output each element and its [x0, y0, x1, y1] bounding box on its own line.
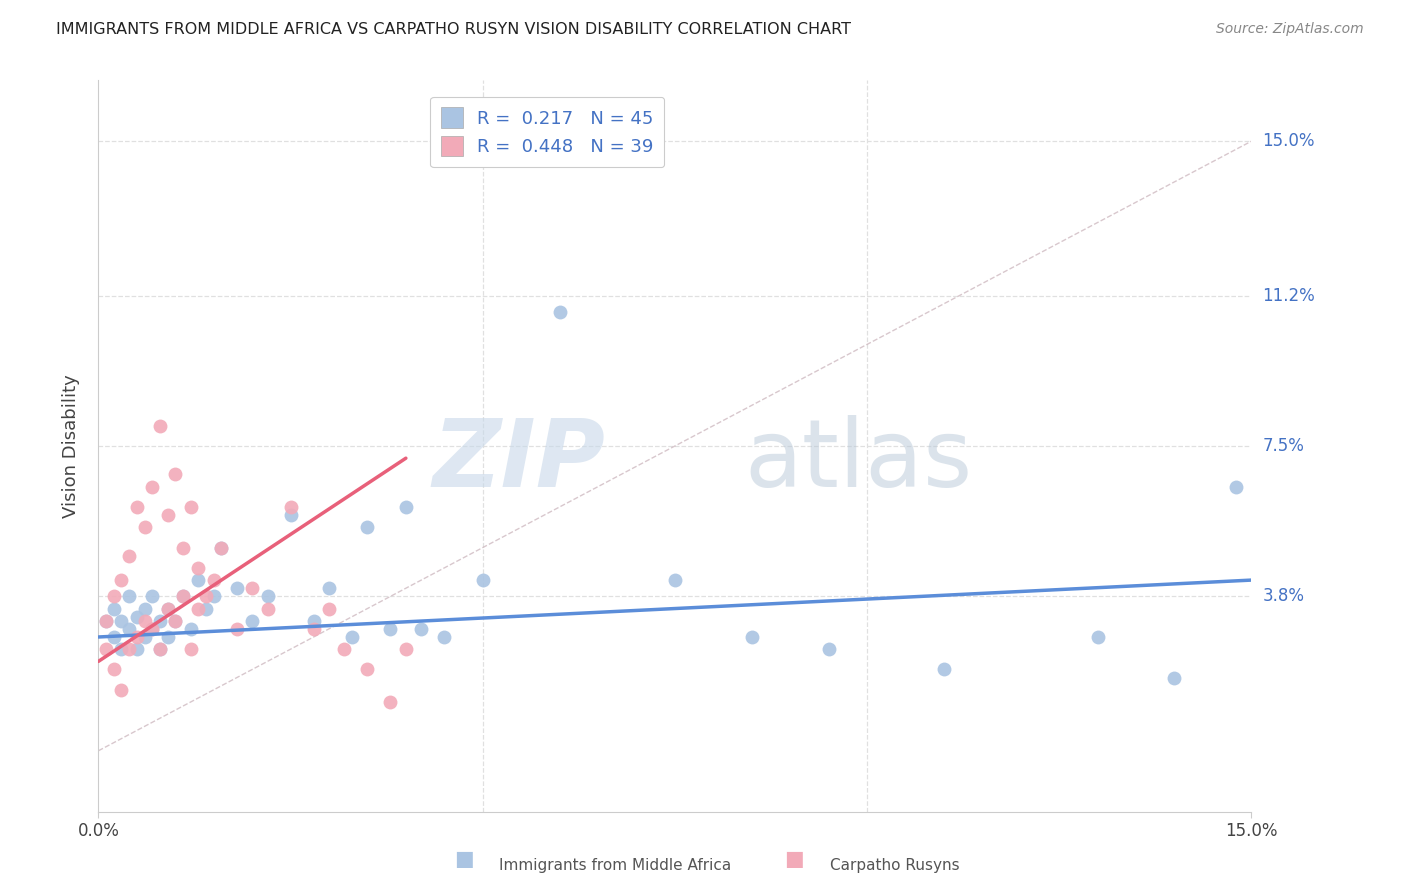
- Text: Source: ZipAtlas.com: Source: ZipAtlas.com: [1216, 22, 1364, 37]
- Point: [103, 630, 125, 644]
- Point: [280, 500, 302, 514]
- Point: [149, 642, 172, 657]
- Point: [187, 601, 209, 615]
- Point: [741, 630, 763, 644]
- Point: [118, 622, 141, 636]
- Point: [134, 614, 156, 628]
- Point: [225, 581, 247, 595]
- Point: [125, 609, 148, 624]
- Point: [356, 663, 378, 677]
- Point: [256, 601, 278, 615]
- Point: [1163, 671, 1185, 685]
- Point: [318, 581, 340, 595]
- Point: [433, 630, 456, 644]
- Point: [141, 480, 163, 494]
- Point: [110, 642, 132, 657]
- Point: [340, 630, 363, 644]
- Point: [134, 601, 156, 615]
- Point: [149, 614, 172, 628]
- Point: [817, 642, 839, 657]
- Point: [172, 590, 194, 604]
- Point: [202, 573, 225, 587]
- Point: [240, 614, 263, 628]
- Point: [180, 500, 202, 514]
- Point: [94, 614, 117, 628]
- Point: [103, 601, 125, 615]
- Point: [172, 541, 194, 555]
- Point: [156, 601, 179, 615]
- Point: [395, 500, 418, 514]
- Point: [380, 622, 402, 636]
- Point: [156, 630, 179, 644]
- Text: ■: ■: [454, 849, 474, 869]
- Point: [118, 642, 141, 657]
- Point: [165, 467, 187, 482]
- Point: [125, 642, 148, 657]
- Point: [209, 541, 232, 555]
- Point: [195, 590, 218, 604]
- Point: [156, 601, 179, 615]
- Point: [302, 622, 325, 636]
- Point: [202, 590, 225, 604]
- Text: ■: ■: [785, 849, 804, 869]
- Point: [195, 601, 218, 615]
- Point: [395, 642, 418, 657]
- Point: [318, 601, 340, 615]
- Text: Immigrants from Middle Africa: Immigrants from Middle Africa: [499, 858, 731, 872]
- Point: [548, 305, 571, 319]
- Point: [141, 622, 163, 636]
- Point: [149, 418, 172, 433]
- Legend: R =  0.217   N = 45, R =  0.448   N = 39: R = 0.217 N = 45, R = 0.448 N = 39: [430, 96, 665, 167]
- Point: [134, 520, 156, 534]
- Text: 3.8%: 3.8%: [1263, 587, 1305, 606]
- Text: ZIP: ZIP: [433, 415, 606, 507]
- Point: [256, 590, 278, 604]
- Point: [172, 590, 194, 604]
- Point: [411, 622, 433, 636]
- Point: [240, 581, 263, 595]
- Point: [380, 695, 402, 709]
- Point: [141, 590, 163, 604]
- Point: [302, 614, 325, 628]
- Text: IMMIGRANTS FROM MIDDLE AFRICA VS CARPATHO RUSYN VISION DISABILITY CORRELATION CH: IMMIGRANTS FROM MIDDLE AFRICA VS CARPATH…: [56, 22, 851, 37]
- Point: [180, 642, 202, 657]
- Point: [1087, 630, 1109, 644]
- Point: [103, 590, 125, 604]
- Point: [149, 642, 172, 657]
- Text: 11.2%: 11.2%: [1263, 286, 1315, 305]
- Y-axis label: Vision Disability: Vision Disability: [62, 374, 80, 518]
- Point: [134, 630, 156, 644]
- Point: [118, 549, 141, 563]
- Point: [165, 614, 187, 628]
- Text: Carpatho Rusyns: Carpatho Rusyns: [830, 858, 959, 872]
- Point: [165, 614, 187, 628]
- Point: [110, 614, 132, 628]
- Text: 7.5%: 7.5%: [1263, 437, 1305, 455]
- Point: [110, 573, 132, 587]
- Point: [664, 573, 686, 587]
- Point: [225, 622, 247, 636]
- Point: [118, 590, 141, 604]
- Point: [141, 622, 163, 636]
- Point: [280, 508, 302, 522]
- Point: [356, 520, 378, 534]
- Point: [471, 573, 494, 587]
- Point: [125, 630, 148, 644]
- Point: [932, 663, 955, 677]
- Point: [187, 573, 209, 587]
- Point: [156, 508, 179, 522]
- Text: 15.0%: 15.0%: [1263, 132, 1315, 150]
- Point: [333, 642, 356, 657]
- Point: [209, 541, 232, 555]
- Point: [1225, 480, 1247, 494]
- Point: [125, 500, 148, 514]
- Text: atlas: atlas: [744, 415, 973, 507]
- Point: [187, 561, 209, 575]
- Point: [103, 663, 125, 677]
- Point: [94, 614, 117, 628]
- Point: [180, 622, 202, 636]
- Point: [110, 682, 132, 697]
- Point: [94, 642, 117, 657]
